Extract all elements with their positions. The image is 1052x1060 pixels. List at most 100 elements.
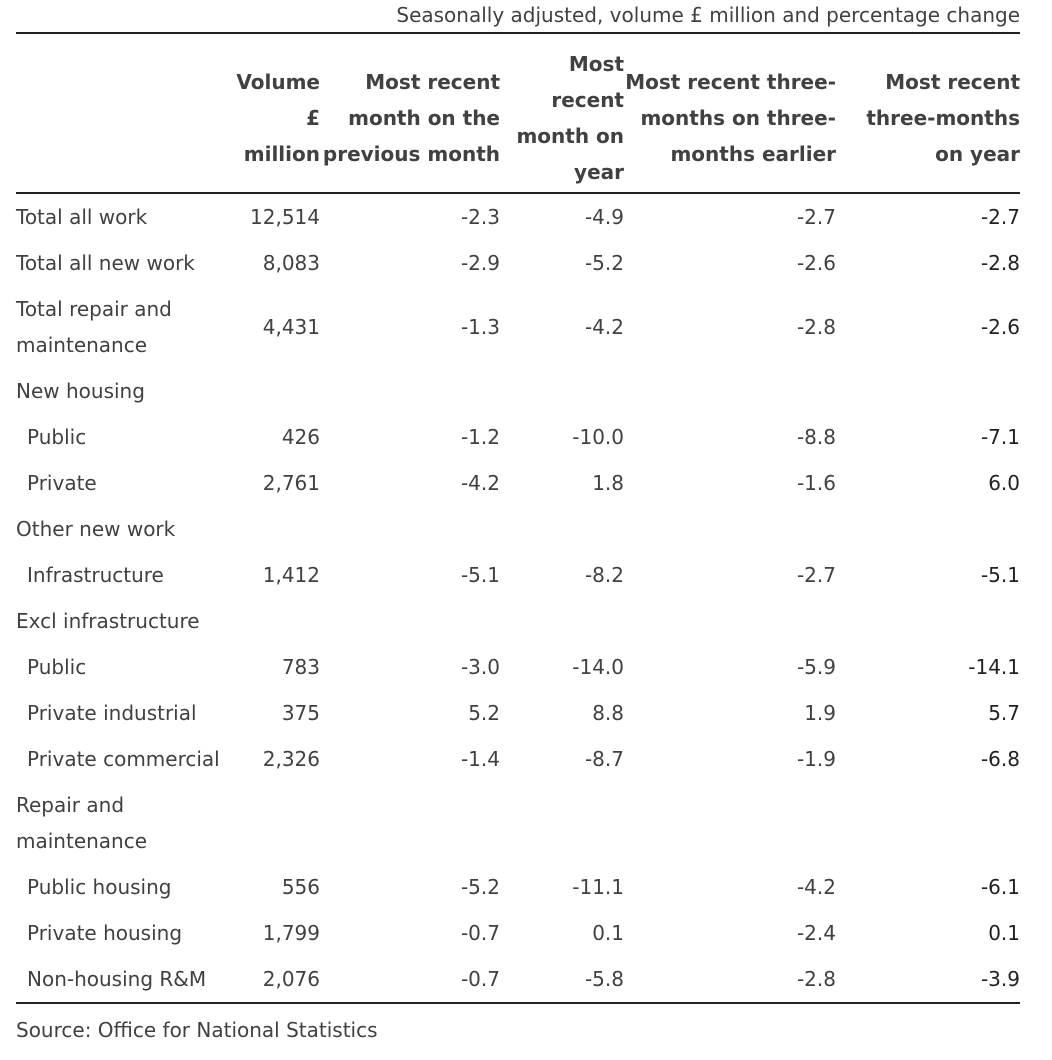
month-on-month-cell: -5.1 xyxy=(460,563,500,587)
month-on-month-cell xyxy=(320,506,500,552)
month-on-year-cell: -5.2 xyxy=(584,251,624,275)
header-month-on-year: Most recent month on year xyxy=(500,34,624,194)
construction-output-table: Volume £ million Most recent month on th… xyxy=(16,34,1020,1004)
table-row: Total all new work 8,083 -2.9 -5.2 -2.6 -2.8 xyxy=(16,240,1020,286)
three-month-on-year-cell xyxy=(836,368,1020,414)
row-label: Total all work xyxy=(16,205,148,229)
month-on-month-cell: -0.7 xyxy=(320,956,500,1004)
month-on-month-cell xyxy=(320,782,500,864)
month-on-year-cell xyxy=(500,598,624,644)
row-label: Private housing xyxy=(27,921,183,945)
three-month-on-three-month-cell xyxy=(624,506,836,552)
three-month-on-year-cell: -6.8 xyxy=(980,747,1020,771)
table-row: Private housing 1,799 -0.7 0.1 -2.4 0.1 xyxy=(16,910,1020,956)
header-month-on-previous-month: Most recent month on the previous month xyxy=(320,34,500,194)
month-on-month-cell: -1.4 xyxy=(460,747,500,771)
row-label: Other new work xyxy=(16,517,176,541)
three-month-on-three-month-cell: -8.8 xyxy=(796,425,836,449)
table-container: Seasonally adjusted, volume £ million an… xyxy=(16,0,1020,1042)
three-month-on-three-month-cell xyxy=(624,598,836,644)
three-month-on-year-cell: -7.1 xyxy=(980,425,1020,449)
volume-cell: 375 xyxy=(281,701,320,725)
three-month-on-three-month-cell: -2.8 xyxy=(796,315,836,339)
table-row: Total repair and maintenance 4,431 -1.3 -4.… xyxy=(16,286,1020,368)
three-month-on-year-cell: 0.1 xyxy=(988,921,1020,945)
table-header: Volume £ million Most recent month on th… xyxy=(16,34,1020,194)
row-label: Private commercial xyxy=(27,747,220,771)
table-body: Total all work 12,514 -2.3 -4.9 -2.7 -2.7 Tota… xyxy=(16,193,1020,1004)
three-month-on-year-cell: -2.7 xyxy=(980,205,1020,229)
month-on-year-cell: -10.0 xyxy=(572,425,624,449)
month-on-year-cell: -8.2 xyxy=(584,563,624,587)
table-row: Non-housing R&M 2,076 -0.7 -5.8 -2.8 -3.9 xyxy=(16,956,1020,1004)
table-row: Total all work 12,514 -2.3 -4.9 -2.7 -2.7 xyxy=(16,193,1020,240)
three-month-on-year-cell: -5.1 xyxy=(980,563,1020,587)
volume-cell: 4,431 xyxy=(262,315,320,339)
table-row: Repair and maintenance xyxy=(16,782,1020,864)
header-three-months-on-year: Most recent three-months on year xyxy=(836,34,1020,194)
row-label: Infrastructure xyxy=(27,563,164,587)
row-label: Private xyxy=(27,471,97,495)
table-row: Public 426 -1.2 -10.0 -8.8 -7.1 xyxy=(16,414,1020,460)
volume-cell: 1,799 xyxy=(262,921,320,945)
month-on-year-cell xyxy=(500,782,624,864)
volume-cell: 783 xyxy=(281,655,320,679)
month-on-year-cell xyxy=(500,506,624,552)
month-on-month-cell: -4.2 xyxy=(460,471,500,495)
table-row: Private industrial 375 5.2 8.8 1.9 5.7 xyxy=(16,690,1020,736)
row-label: Total repair and maintenance xyxy=(16,297,172,357)
three-month-on-year-cell xyxy=(836,598,1020,644)
month-on-year-cell: 8.8 xyxy=(592,701,624,725)
header-three-months-on-three-months: Most recent three-months on three-months… xyxy=(624,34,836,194)
month-on-year-cell xyxy=(500,368,624,414)
three-month-on-year-cell xyxy=(836,782,1020,864)
table-row: Private commercial 2,326 -1.4 -8.7 -1.9 -6.8 xyxy=(16,736,1020,782)
three-month-on-three-month-cell: -2.7 xyxy=(796,563,836,587)
month-on-year-cell: -4.2 xyxy=(584,315,624,339)
month-on-month-cell: 5.2 xyxy=(468,701,500,725)
three-month-on-year-cell xyxy=(836,506,1020,552)
month-on-month-cell xyxy=(320,598,500,644)
row-label: Public xyxy=(27,425,87,449)
month-on-month-cell: -1.3 xyxy=(460,315,500,339)
header-volume: Volume £ million xyxy=(230,34,320,194)
month-on-month-cell xyxy=(320,368,500,414)
month-on-year-cell: 0.1 xyxy=(592,921,624,945)
volume-cell xyxy=(230,368,320,414)
volume-cell: 426 xyxy=(281,425,320,449)
row-label: Private industrial xyxy=(27,701,197,725)
three-month-on-year-cell: -2.6 xyxy=(980,315,1020,339)
row-label: New housing xyxy=(16,379,145,403)
month-on-month-cell: -3.0 xyxy=(460,655,500,679)
month-on-year-cell: -4.9 xyxy=(584,205,624,229)
month-on-year-cell: -5.8 xyxy=(500,956,624,1004)
month-on-month-cell: -0.7 xyxy=(460,921,500,945)
table-row: Public 783 -3.0 -14.0 -5.9 -14.1 xyxy=(16,644,1020,690)
three-month-on-three-month-cell: -2.4 xyxy=(796,921,836,945)
table-row: Excl infrastructure xyxy=(16,598,1020,644)
volume-cell: 556 xyxy=(281,875,320,899)
three-month-on-year-cell: 6.0 xyxy=(988,471,1020,495)
three-month-on-three-month-cell: -5.9 xyxy=(796,655,836,679)
three-month-on-year-cell: -3.9 xyxy=(836,956,1020,1004)
table-row: Public housing 556 -5.2 -11.1 -4.2 -6.1 xyxy=(16,864,1020,910)
month-on-month-cell: -2.9 xyxy=(460,251,500,275)
month-on-year-cell: 1.8 xyxy=(592,471,624,495)
three-month-on-three-month-cell: 1.9 xyxy=(804,701,836,725)
month-on-year-cell: -8.7 xyxy=(584,747,624,771)
header-label-column xyxy=(16,34,230,194)
volume-cell xyxy=(230,598,320,644)
month-on-year-cell: -11.1 xyxy=(572,875,624,899)
month-on-month-cell: -1.2 xyxy=(460,425,500,449)
volume-cell: 2,076 xyxy=(230,956,320,1004)
three-month-on-year-cell: -14.1 xyxy=(968,655,1020,679)
three-month-on-three-month-cell: -2.8 xyxy=(624,956,836,1004)
table-row: New housing xyxy=(16,368,1020,414)
month-on-year-cell: -14.0 xyxy=(572,655,624,679)
volume-cell: 2,761 xyxy=(262,471,320,495)
row-label: Total all new work xyxy=(16,251,195,275)
three-month-on-year-cell: -2.8 xyxy=(980,251,1020,275)
table-row: Private 2,761 -4.2 1.8 -1.6 6.0 xyxy=(16,460,1020,506)
month-on-month-cell: -5.2 xyxy=(460,875,500,899)
three-month-on-three-month-cell xyxy=(624,782,836,864)
